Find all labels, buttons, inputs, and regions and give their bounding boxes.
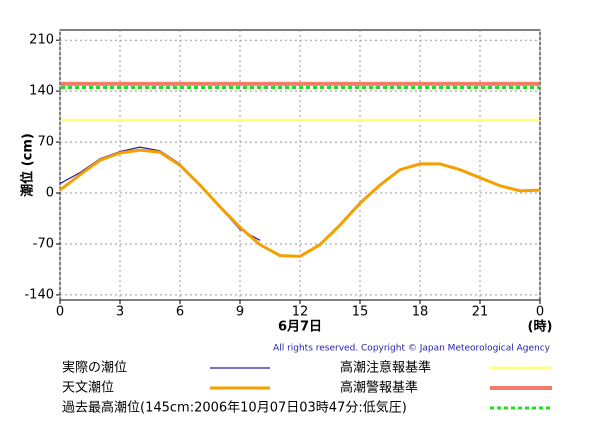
x-tick-label: 12 <box>292 305 309 320</box>
legend-label: 高潮警報基準 <box>340 380 418 396</box>
x-tick-label: 6 <box>176 305 184 320</box>
x-tick-label: 21 <box>472 305 489 320</box>
x-tick-label: 0 <box>536 305 544 320</box>
y-tick-label: 210 <box>29 33 54 48</box>
x-tick-label: 15 <box>352 305 369 320</box>
legend-label: 過去最高潮位(145cm:2006年10月07日03時47分:低気圧) <box>62 400 407 416</box>
y-tick-label: -70 <box>33 236 54 251</box>
x-tick-label: 3 <box>116 305 124 320</box>
x-unit: (時) <box>528 319 553 335</box>
x-tick-label: 0 <box>56 305 64 320</box>
date-label: 6月7日 <box>278 320 322 335</box>
series-line <box>59 148 541 258</box>
x-tick-label: 9 <box>236 305 244 320</box>
y-tick-label: 0 <box>46 186 54 201</box>
y-tick-label: 70 <box>37 135 54 150</box>
x-tick-label: 18 <box>412 305 429 320</box>
y-tick-label: 140 <box>29 84 54 99</box>
copyright: All rights reserved. Copyright © Japan M… <box>273 344 551 354</box>
legend-label: 高潮注意報基準 <box>340 360 431 376</box>
legend-label: 天文潮位 <box>62 381 114 396</box>
y-axis-label: 潮位 (cm) <box>20 133 36 197</box>
y-tick-label: -140 <box>24 287 54 302</box>
legend-label: 実際の潮位 <box>62 360 127 376</box>
